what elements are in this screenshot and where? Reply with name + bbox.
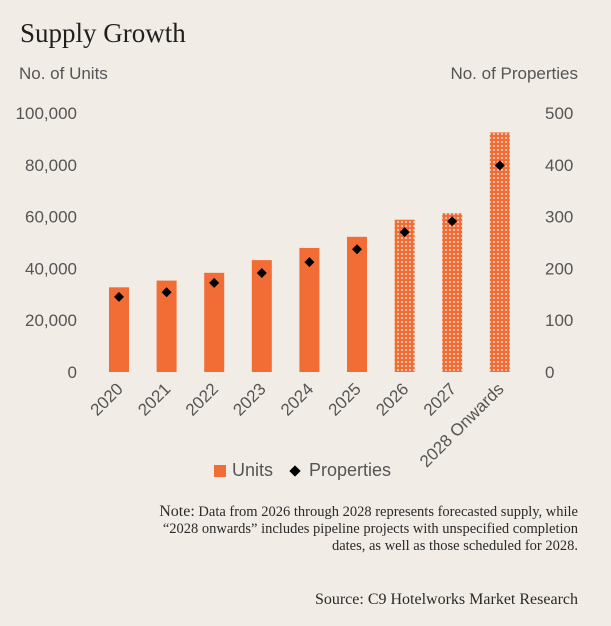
right-axis-tick-label: 200: [545, 259, 573, 278]
legend-properties-marker: [289, 464, 301, 477]
x-axis-tick-label: 2020: [87, 379, 127, 419]
right-axis-tick-label: 300: [545, 208, 573, 227]
units-bar: [251, 260, 272, 372]
left-axis-tick-label: 0: [68, 363, 77, 382]
properties-point: [399, 227, 410, 238]
left-axis-tick-label: 80,000: [25, 156, 77, 175]
units-bar: [109, 287, 129, 372]
units-bar: [489, 132, 510, 372]
left-axis-title: No. of Units: [19, 64, 108, 83]
x-axis-tick-label: 2025: [325, 379, 365, 419]
x-axis-tick-label: 2022: [182, 379, 222, 419]
legend-properties-label: Properties: [309, 460, 392, 480]
properties-point: [447, 216, 458, 227]
properties-point: [114, 291, 124, 302]
right-axis-title: No. of Properties: [450, 64, 578, 83]
properties-point: [494, 160, 505, 171]
properties-point: [209, 277, 220, 288]
properties-point: [304, 257, 315, 268]
right-axis-tick-label: 100: [545, 311, 573, 330]
x-axis-tick-label: 2026: [372, 379, 412, 419]
units-bar: [299, 247, 320, 372]
units-bar: [394, 219, 415, 372]
x-axis-tick-label: 2027: [420, 379, 460, 419]
x-axis-tick-label: 2021: [134, 379, 174, 419]
left-axis-tick-label: 60,000: [25, 208, 77, 227]
right-axis-tick-label: 400: [545, 156, 573, 175]
left-axis-tick-label: 40,000: [25, 259, 77, 278]
note-label: Note:: [159, 503, 195, 520]
units-bar: [204, 272, 225, 372]
x-axis-tick-label: 2024: [277, 379, 317, 419]
chart-title: Supply Growth: [20, 18, 186, 48]
x-axis-tick-label: 2028 Onwards: [416, 379, 508, 470]
right-axis-tick-label: 500: [545, 104, 573, 123]
left-axis-tick-label: 100,000: [16, 104, 77, 123]
legend-units-label: Units: [232, 460, 274, 480]
source-text: Source: C9 Hotelworks Market Research: [314, 591, 578, 608]
supply-growth-chart: 100,000 80,000 60,000 40,000 20,000 0 500 400 3…: [16, 104, 574, 470]
units-bar: [442, 213, 463, 372]
units-bar: [156, 280, 177, 372]
properties-point: [352, 244, 362, 255]
right-axis-tick-label: 0: [545, 363, 554, 382]
legend: Units Properties: [214, 460, 391, 481]
properties-point: [161, 287, 172, 298]
legend-units-swatch: [214, 464, 226, 477]
properties-point: [256, 268, 267, 279]
note-text: Data from 2026 through 2028 represents f…: [162, 504, 578, 554]
left-axis-tick-label: 20,000: [25, 311, 77, 330]
units-bar: [347, 236, 367, 372]
x-axis-tick-label: 2023: [229, 379, 269, 419]
note: Note: Data from 2026 through 2028 repres…: [138, 503, 578, 555]
